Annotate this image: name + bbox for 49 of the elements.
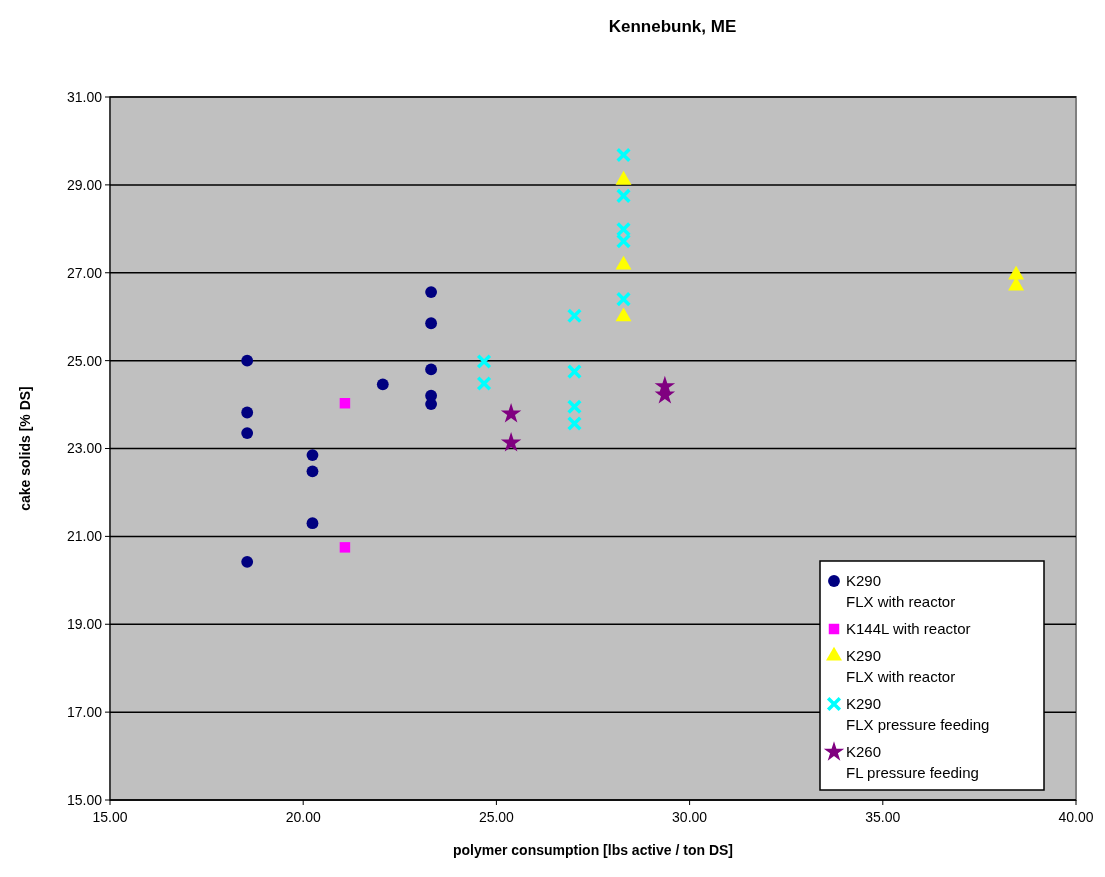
point	[566, 415, 583, 432]
point	[306, 449, 319, 461]
point	[376, 378, 389, 391]
point	[339, 542, 351, 553]
y-tick-label: 21.00	[66, 528, 103, 545]
point	[615, 233, 632, 249]
y-axis-title: cake solids [% DS]	[17, 386, 33, 511]
point	[241, 354, 254, 367]
x-axis-title: polymer consumption [lbs active / ton DS]	[452, 842, 734, 858]
point	[566, 399, 583, 415]
x-tick-label: 30.00	[672, 809, 708, 825]
point	[500, 432, 522, 452]
y-tick-label: 15.00	[66, 791, 103, 808]
point	[615, 147, 632, 163]
point	[241, 427, 254, 440]
legend-label: K260 FL pressure feeding	[846, 743, 979, 781]
point	[615, 291, 632, 307]
point	[566, 364, 583, 380]
x-tick-label: 25.00	[478, 809, 515, 825]
x-tick-label: 20.00	[285, 809, 321, 825]
legend-label: K290 FLX pressure feeding	[846, 695, 990, 733]
point	[339, 398, 351, 409]
point	[306, 517, 319, 530]
y-tick-label: 31.00	[66, 88, 103, 105]
point	[241, 555, 254, 568]
point	[425, 286, 438, 298]
point	[566, 308, 583, 324]
x-tick-label: 35.00	[865, 809, 901, 825]
point	[615, 221, 632, 237]
x-tick-label: 15.00	[92, 809, 128, 825]
point	[306, 465, 319, 478]
y-tick-label: 17.00	[66, 704, 103, 721]
y-tick-label: 19.00	[66, 616, 103, 633]
point	[241, 406, 254, 419]
point	[615, 188, 632, 204]
y-tick-label: 29.00	[66, 176, 103, 193]
legend-label: K290 FLX with reactor	[846, 647, 956, 685]
y-tick-label: 25.00	[66, 352, 103, 369]
point	[425, 317, 438, 330]
x-tick-label: 40.00	[1058, 809, 1094, 825]
point	[476, 375, 492, 392]
point	[500, 403, 522, 423]
point	[425, 363, 438, 376]
legend-label: K290 FLX with reactor	[846, 572, 956, 610]
point	[476, 353, 492, 370]
y-tick-label: 23.00	[66, 440, 103, 457]
legend-label: K144L with reactor	[846, 620, 971, 637]
y-tick-label: 27.00	[66, 264, 103, 281]
chart-title: Kennebunk, ME	[608, 17, 737, 36]
